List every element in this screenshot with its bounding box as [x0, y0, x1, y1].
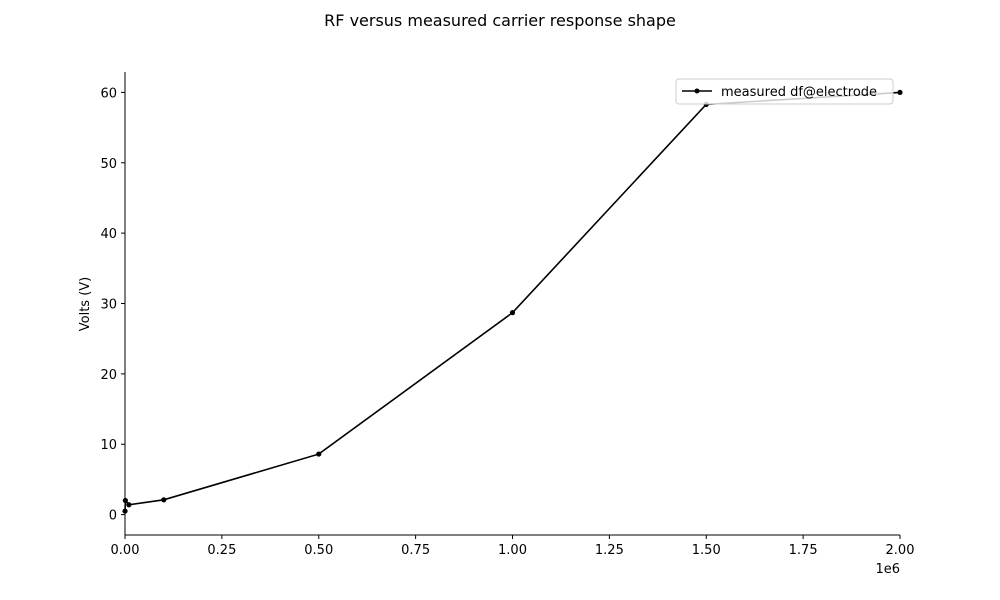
- data-point: [897, 89, 903, 96]
- x-tick-label: 1.50: [692, 543, 721, 558]
- data-point: [122, 497, 128, 504]
- data-point: [161, 497, 167, 503]
- y-tick-label: 0: [109, 509, 117, 524]
- series-layer: [122, 89, 903, 514]
- x-tick-label: 0.75: [401, 543, 430, 558]
- series-line: [124, 91, 901, 512]
- legend-box: [675, 78, 894, 105]
- y-tick-label: 40: [100, 227, 117, 242]
- x-tick-label: 1.75: [789, 543, 818, 558]
- legend-marker-swatch: [694, 88, 700, 94]
- x-axis-ticks: 0.00 0.25 0.50 0.75 1.00 1.25 1.50 1.75 2.00: [111, 535, 915, 558]
- x-tick-label: 0.50: [304, 543, 333, 558]
- x-tick-label: 0.25: [207, 543, 236, 558]
- y-axis-ticks: 0 10 20 30 40 50 60: [100, 86, 125, 524]
- x-tick-label: 1.25: [595, 543, 624, 558]
- y-tick-label: 20: [100, 368, 117, 383]
- data-point: [122, 508, 128, 514]
- x-tick-label: 0.00: [111, 543, 140, 558]
- legend: measured df@electrode: [675, 78, 894, 105]
- x-axis-offset-label: 1e6: [875, 562, 900, 577]
- y-tick-label: 30: [100, 298, 117, 313]
- plot-area: [124, 72, 900, 536]
- data-point: [509, 310, 516, 316]
- legend-label: measured df@electrode: [721, 85, 877, 100]
- data-point: [126, 502, 132, 508]
- chart-title: RF versus measured carrier response shap…: [324, 11, 676, 30]
- data-point: [316, 451, 322, 457]
- y-tick-label: 60: [100, 86, 117, 101]
- x-tick-label: 2.00: [886, 543, 915, 558]
- y-tick-label: 50: [100, 157, 117, 172]
- y-tick-label: 10: [100, 438, 117, 453]
- y-axis-label: Volts (V): [78, 277, 93, 332]
- x-tick-label: 1.00: [498, 543, 527, 558]
